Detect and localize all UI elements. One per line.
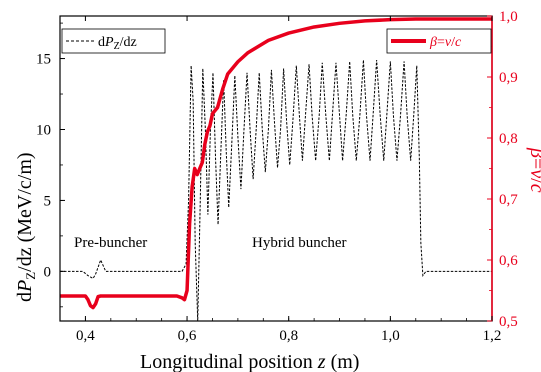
annotation-pre-buncher: Pre-buncher: [74, 235, 147, 251]
y-right-tick-label: 0,5: [499, 314, 518, 330]
y-left-tick-label: 10: [36, 122, 51, 138]
series-line-beta: [60, 17, 492, 310]
x-axis-label: Longitudinal position z (m): [140, 351, 359, 372]
x-tick-label: 0,8: [279, 328, 298, 344]
x-tick-label: 0,6: [178, 328, 197, 344]
series-layer: [60, 17, 492, 322]
legend-right: β=v/c: [386, 28, 492, 54]
y-right-tick-label: 0,9: [499, 70, 518, 86]
y-right-tick-label: 1,0: [499, 9, 518, 25]
y-left-axis-label: dPZ/dz (MeV/c/m): [14, 152, 38, 302]
y-right-tick-label: 0,8: [499, 131, 518, 147]
plot-frame: [59, 15, 493, 322]
legend-left-label: dPZ/dz: [98, 35, 137, 52]
x-tick-label: 0,4: [76, 328, 95, 344]
y-left-tick-label: 5: [44, 193, 52, 209]
y-left-tick-label: 15: [36, 52, 51, 68]
y-right-axis-label: β=v/c: [526, 147, 541, 193]
y-right-tick-label: 0,6: [499, 253, 518, 269]
annotation-hybrid-buncher: Hybrid buncher: [252, 235, 347, 251]
y-left-tick-label: 0: [44, 264, 52, 280]
y-right-tick-label: 0,7: [499, 192, 518, 208]
series-line-dpz-dz: [60, 59, 492, 322]
legend-right-label: β=v/c: [429, 35, 462, 50]
legend-left: dPZ/dz: [61, 28, 166, 54]
x-tick-label: 1,0: [381, 328, 400, 344]
x-tick-label: 1,2: [483, 328, 502, 344]
axes-layer: 0,4 0,6 0,8 1,0 1,2 0 5 10 15 0,5 0,6 0,7 0,8 0,9 1,0: [36, 9, 518, 344]
